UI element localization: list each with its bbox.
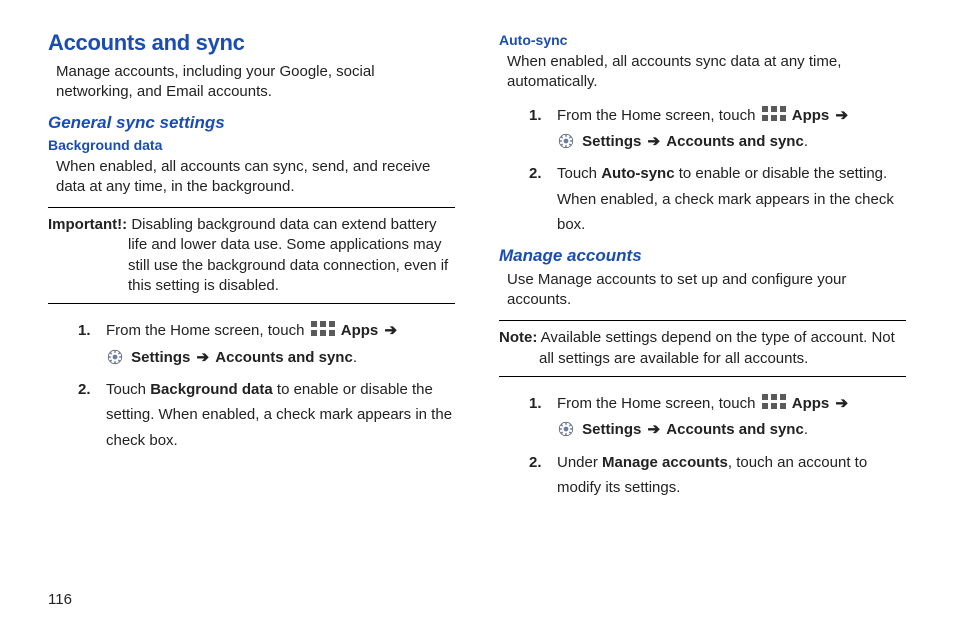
step-text: Touch (106, 381, 150, 398)
apps-icon (762, 106, 786, 122)
heading-general-sync: General sync settings (48, 113, 455, 133)
manage-steps: From the Home screen, touch Apps ➔ Setti… (529, 391, 906, 501)
intro-text: Manage accounts, including your Google, … (56, 62, 455, 103)
page-number: 116 (48, 591, 72, 608)
settings-label: Settings (131, 349, 190, 366)
auto-sync-steps: From the Home screen, touch Apps ➔ Setti… (529, 103, 906, 238)
arrow-icon: ➔ (195, 349, 212, 366)
note-text: Available settings depend on the type of… (539, 329, 895, 366)
as-step-2: Touch Auto-sync to enable or disable the… (529, 161, 906, 238)
step-text: From the Home screen, touch (557, 395, 760, 412)
apps-label: Apps (341, 322, 379, 339)
arrow-icon: ➔ (833, 107, 850, 124)
bg-step-2: Touch Background data to enable or disab… (78, 377, 455, 454)
right-column: Auto-sync When enabled, all accounts syn… (499, 30, 906, 509)
bg-data-bold: Background data (150, 381, 273, 398)
important-label: Important!: (48, 216, 127, 233)
background-data-desc: When enabled, all accounts can sync, sen… (56, 157, 455, 198)
page-body: Accounts and sync Manage accounts, inclu… (0, 0, 954, 509)
ma-step-2: Under Manage accounts, touch an account … (529, 450, 906, 501)
arrow-icon: ➔ (646, 421, 663, 438)
accounts-sync-label: Accounts and sync (215, 349, 353, 366)
heading-manage-accounts: Manage accounts (499, 246, 906, 266)
gear-icon (557, 420, 575, 438)
important-text: Disabling background data can extend bat… (128, 216, 448, 294)
auto-sync-bold: Auto-sync (601, 165, 674, 182)
settings-label: Settings (582, 133, 641, 150)
arrow-icon: ➔ (833, 395, 850, 412)
apps-label: Apps (792, 395, 830, 412)
manage-accounts-bold: Manage accounts (602, 454, 728, 471)
note-box: Note: Available settings depend on the t… (499, 320, 906, 377)
heading-accounts-sync: Accounts and sync (48, 30, 455, 56)
gear-icon (557, 132, 575, 150)
auto-sync-desc: When enabled, all accounts sync data at … (507, 52, 906, 93)
settings-label: Settings (582, 421, 641, 438)
step-text: Touch (557, 165, 601, 182)
ma-step-1: From the Home screen, touch Apps ➔ Setti… (529, 391, 906, 442)
bg-data-steps: From the Home screen, touch Apps ➔ Setti… (78, 318, 455, 453)
left-column: Accounts and sync Manage accounts, inclu… (48, 30, 455, 509)
arrow-icon: ➔ (382, 322, 399, 339)
step-text: From the Home screen, touch (106, 322, 309, 339)
gear-icon (106, 348, 124, 366)
accounts-sync-label: Accounts and sync (666, 133, 804, 150)
heading-auto-sync: Auto-sync (499, 32, 906, 48)
bg-step-1: From the Home screen, touch Apps ➔ Setti… (78, 318, 455, 369)
accounts-sync-label: Accounts and sync (666, 421, 804, 438)
heading-background-data: Background data (48, 137, 455, 153)
apps-icon (311, 321, 335, 337)
apps-label: Apps (792, 107, 830, 124)
important-box: Important!: Disabling background data ca… (48, 207, 455, 304)
manage-accounts-desc: Use Manage accounts to set up and config… (507, 270, 906, 311)
step-text: Under (557, 454, 602, 471)
apps-icon (762, 394, 786, 410)
arrow-icon: ➔ (646, 133, 663, 150)
step-text: From the Home screen, touch (557, 107, 760, 124)
as-step-1: From the Home screen, touch Apps ➔ Setti… (529, 103, 906, 154)
note-label: Note: (499, 329, 537, 346)
